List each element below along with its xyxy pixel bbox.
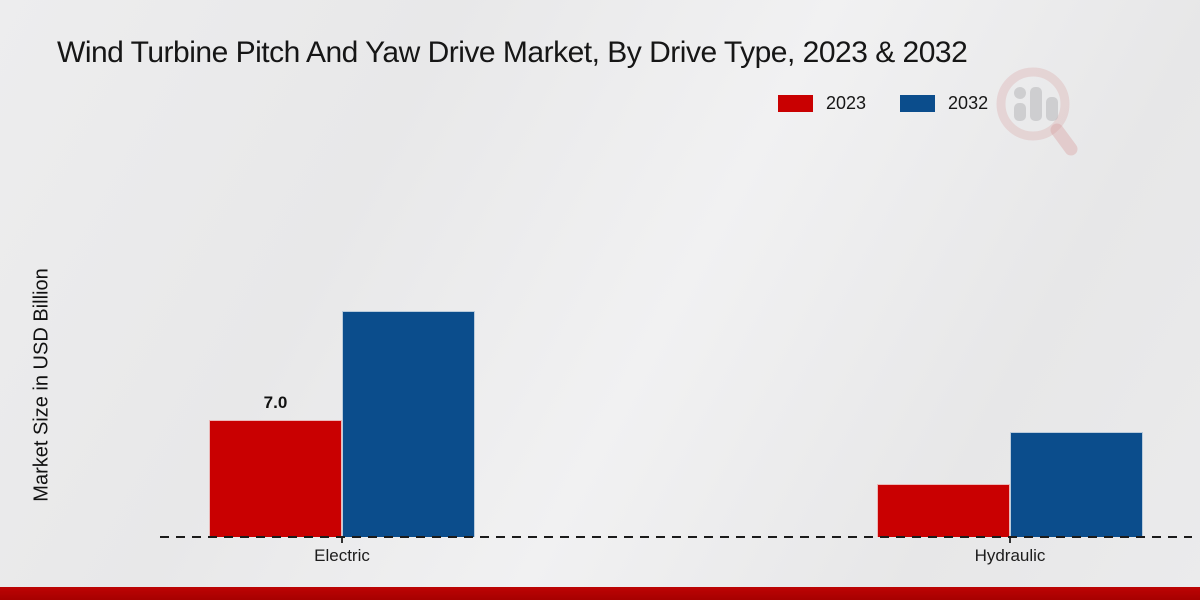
x-axis-line (160, 536, 1192, 538)
bar-electric-2032 (342, 311, 475, 537)
legend-label-2032: 2032 (948, 93, 989, 113)
bar-hydraulic-2032 (1010, 432, 1143, 537)
bar-hydraulic-2023 (877, 484, 1010, 537)
chart-title: Wind Turbine Pitch And Yaw Drive Market,… (57, 36, 968, 69)
category-label: Hydraulic (974, 546, 1046, 565)
magnifier-bar-chart-logo-icon (996, 67, 1078, 156)
bar-value-label: 7.0 (263, 393, 288, 412)
x-tick (341, 538, 343, 543)
category-label: Electric (314, 546, 370, 565)
legend-swatch-2032 (900, 95, 936, 112)
legend-label-2023: 2023 (826, 93, 867, 113)
bar-electric-2023 (209, 420, 342, 537)
legend-swatch-2023 (778, 95, 813, 112)
legend: 2023 2032 (778, 93, 988, 114)
legend-item-2023: 2023 (778, 93, 866, 114)
legend-item-2032: 2032 (900, 93, 988, 114)
footer-strip (0, 587, 1200, 600)
x-tick (1009, 538, 1011, 543)
